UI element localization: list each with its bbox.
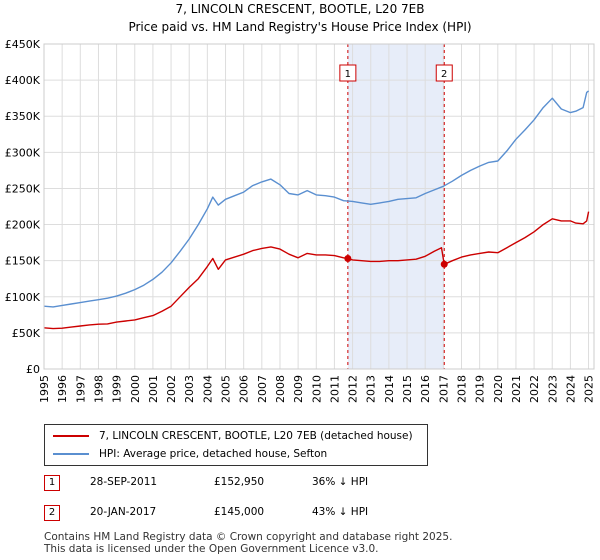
x-tick-label: 1997 [74,375,87,403]
y-tick-label: £400K [5,74,41,87]
transaction-date: 28-SEP-2011 [90,476,158,488]
sale-marker-box [339,64,357,82]
transaction-badge: 2 [44,505,60,521]
x-tick-label: 2000 [129,375,142,403]
x-tick-label: 2010 [310,375,323,403]
transaction-price: £152,950 [214,476,265,488]
x-tick-label: 2003 [183,375,196,403]
chart-subtitle: Price paid vs. HM Land Registry's House … [128,20,471,34]
sale-marker-box [435,64,453,82]
sale-marker-label: 1 [345,69,351,80]
x-tick-label: 2002 [165,375,178,403]
x-tick-label: 2024 [564,375,577,403]
y-tick-label: £350K [5,110,41,123]
x-tick-label: 2009 [292,375,305,403]
legend-label-hpi: HPI: Average price, detached house, Seft… [99,448,328,460]
y-tick-label: £50K [12,327,41,340]
y-tick-label: £0 [26,363,40,376]
plot-border [43,43,595,370]
legend-item-hpi: HPI: Average price, detached house, Seft… [53,446,327,462]
sale-marker-label: 2 [441,69,447,80]
x-tick-label: 2007 [256,375,269,403]
price-chart: 7, LINCOLN CRESCENT, BOOTLE, L20 7EB Pri… [5,2,596,403]
x-tick-label: 2020 [492,375,505,403]
legend-swatch-hpi [53,453,89,455]
x-tick-label: 2005 [220,375,233,403]
transaction-badge: 1 [44,475,60,491]
legend: 7, LINCOLN CRESCENT, BOOTLE, L20 7EB (de… [44,424,428,466]
chart-title: 7, LINCOLN CRESCENT, BOOTLE, L20 7EB [176,2,425,16]
x-tick-label: 1999 [111,375,124,403]
sale-point [344,255,352,263]
x-tick-label: 2021 [510,375,523,403]
x-tick-label: 2011 [328,375,341,403]
legend-item-property: 7, LINCOLN CRESCENT, BOOTLE, L20 7EB (de… [53,428,413,444]
transaction-date: 20-JAN-2017 [90,506,157,518]
x-tick-label: 2008 [274,375,287,403]
x-tick-label: 1996 [56,375,69,403]
y-tick-label: £300K [5,146,41,159]
x-tick-label: 2006 [238,375,251,403]
legend-label-property: 7, LINCOLN CRESCENT, BOOTLE, L20 7EB (de… [99,430,413,442]
x-tick-label: 2019 [474,375,487,403]
transaction-price: £145,000 [214,506,265,518]
x-tick-label: 2017 [437,375,450,403]
x-tick-label: 2018 [455,375,468,403]
y-tick-label: £200K [5,219,41,232]
x-tick-label: 2001 [147,375,160,403]
x-tick-label: 2015 [401,375,414,403]
transaction-hpi-diff: 43% ↓ HPI [312,506,369,518]
x-tick-label: 2014 [383,375,396,403]
x-tick-label: 2025 [583,375,596,403]
x-tick-label: 2013 [365,375,378,403]
y-tick-label: £150K [5,255,41,268]
hpi-line [43,90,590,308]
y-tick-label: £450K [5,38,41,51]
x-tick-label: 1995 [38,375,51,403]
x-tick-label: 1998 [92,375,105,403]
x-tick-label: 2023 [546,375,559,403]
y-tick-label: £100K [5,291,41,304]
x-tick-label: 2016 [419,375,432,403]
footer-licence: This data is licensed under the Open Gov… [44,543,379,555]
x-tick-label: 2004 [201,375,214,403]
property-price-line [43,211,590,330]
transaction-hpi-diff: 36% ↓ HPI [312,476,369,488]
sale-point [440,260,448,268]
x-tick-label: 2012 [347,375,360,403]
footer: Contains HM Land Registry data © Crown c… [44,531,452,555]
plot-area [44,44,594,369]
x-tick-label: 2022 [528,375,541,403]
y-tick-label: £250K [5,182,41,195]
shaded-period [347,44,445,369]
legend-swatch-property [53,435,89,437]
footer-copyright: Contains HM Land Registry data © Crown c… [44,531,453,543]
